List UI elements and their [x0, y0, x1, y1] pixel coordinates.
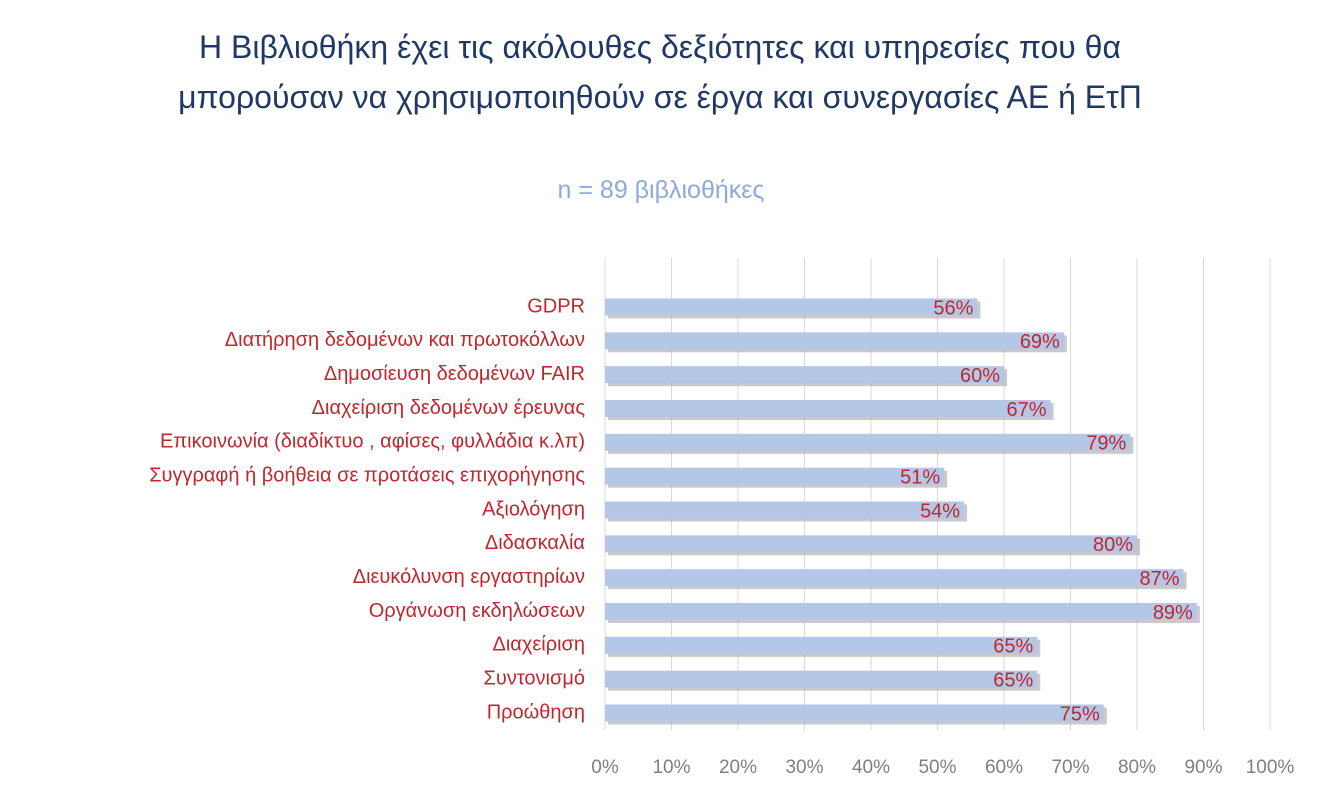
- data-label: 79%: [1086, 433, 1126, 455]
- data-label: 67%: [1007, 399, 1047, 421]
- x-tick-label: 60%: [985, 757, 1023, 778]
- y-tick-label: Διαχείριση: [492, 634, 585, 656]
- data-label: 80%: [1093, 534, 1133, 556]
- bar: [605, 433, 1131, 451]
- x-tick-label: 20%: [719, 757, 757, 778]
- y-tick-label: Συγγραφή ή βοήθεια σε προτάσεις επιχορήγ…: [149, 464, 585, 486]
- x-tick-label: 100%: [1246, 757, 1295, 778]
- bar: [605, 501, 965, 519]
- bar: [605, 603, 1197, 620]
- y-tick-label: Διατήρηση δεδομένων και πρωτοκόλλων: [225, 329, 585, 351]
- data-label: 65%: [993, 669, 1033, 691]
- x-tick-label: 80%: [1118, 757, 1156, 778]
- data-label: 65%: [993, 636, 1033, 658]
- y-tick-label: GDPR: [527, 295, 585, 317]
- x-tick-label: 90%: [1184, 757, 1222, 778]
- chart-title: Η Βιβλιοθήκη έχει τις ακόλουθες δεξιότητ…: [178, 29, 1142, 115]
- data-label: 51%: [900, 466, 940, 488]
- chart-subtitle: n = 89 βιβλιοθήκες: [557, 176, 765, 204]
- bar: [605, 400, 1051, 417]
- data-label: 56%: [933, 297, 973, 319]
- y-tick-label: Συντονισμό: [484, 667, 585, 689]
- y-tick-label: Δημοσίευση δεδομένων FAIR: [324, 363, 585, 385]
- data-label: 54%: [920, 500, 960, 522]
- x-tick-label: 10%: [652, 757, 690, 778]
- data-label: 60%: [960, 365, 1000, 387]
- data-label: 75%: [1060, 703, 1100, 725]
- x-tick-label: 30%: [785, 757, 823, 778]
- bar: [605, 467, 945, 485]
- data-label: 89%: [1153, 602, 1193, 624]
- y-tick-label: Επικοινωνία (διαδίκτυο , αφίσες, φυλλάδι…: [160, 431, 585, 453]
- bar: [605, 535, 1137, 553]
- bar: [605, 636, 1038, 654]
- bar: [605, 366, 1004, 384]
- y-tick-label: Διαχείριση δεδομένων έρευνας: [312, 397, 586, 419]
- y-tick-label: Διευκόλυνση εργαστηρίων: [353, 566, 585, 588]
- x-tick-label: 40%: [852, 757, 890, 778]
- y-tick-label: Διδασκαλία: [485, 532, 585, 554]
- bar: [605, 704, 1104, 722]
- y-tick-label: Αξιολόγηση: [482, 498, 585, 520]
- bar: [605, 569, 1184, 587]
- bar: [605, 670, 1038, 688]
- data-label: 69%: [1020, 331, 1060, 353]
- data-label: 87%: [1140, 568, 1180, 590]
- bar: [605, 298, 978, 316]
- y-tick-label: Οργάνωση εκδηλώσεων: [369, 600, 585, 622]
- y-tick-label: Προώθηση: [487, 701, 585, 723]
- x-tick-label: 0%: [591, 757, 619, 778]
- bar: [605, 332, 1064, 350]
- x-tick-label: 70%: [1051, 757, 1089, 778]
- x-tick-label: 50%: [918, 757, 956, 778]
